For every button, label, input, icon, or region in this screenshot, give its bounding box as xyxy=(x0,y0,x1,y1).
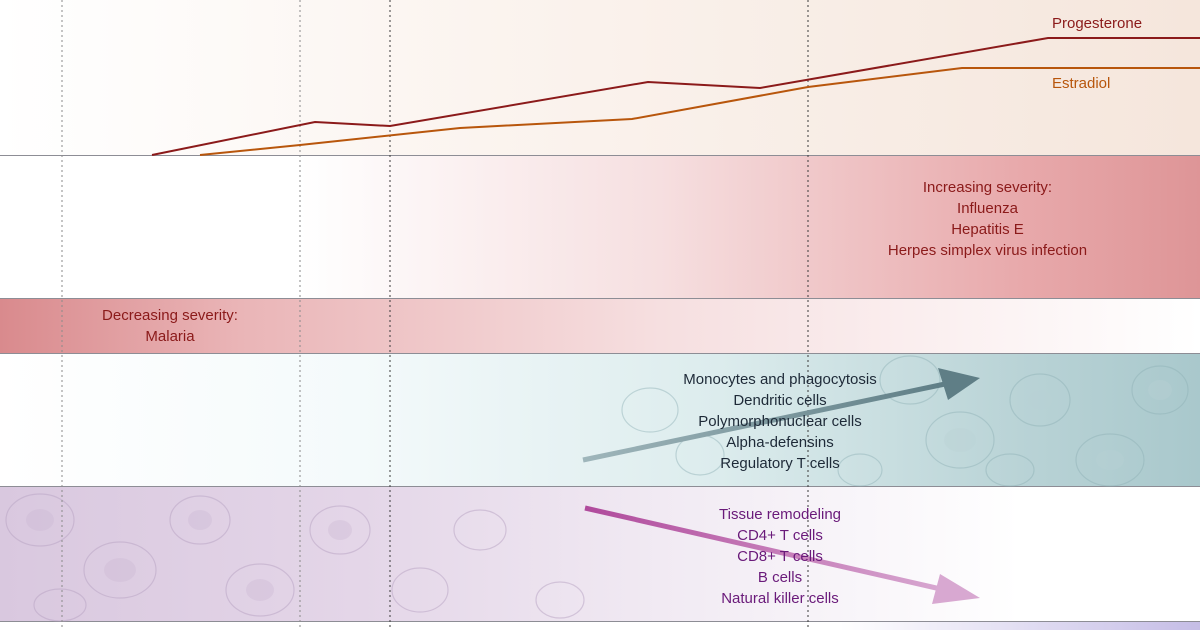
immune-item: Polymorphonuclear cells xyxy=(698,413,862,430)
disease-item: Malaria xyxy=(145,328,195,345)
increasing-severity-label: Increasing severity: Influenza Hepatitis… xyxy=(860,177,1115,261)
hormone-band xyxy=(0,0,1200,155)
estradiol-line xyxy=(199,67,1200,156)
adaptive-trend-arrow xyxy=(584,505,980,604)
immune-item: Regulatory T cells xyxy=(720,455,840,472)
disease-item: Herpes simplex virus infection xyxy=(887,242,1088,259)
progesterone-line xyxy=(151,37,1200,156)
increasing-severity-band xyxy=(0,156,1200,298)
increasing-severity-title: Increasing severity: xyxy=(922,179,1053,196)
immune-item: Monocytes and phagocytosis xyxy=(683,371,877,388)
decreasing-severity-label: Decreasing severity: Malaria xyxy=(80,305,260,347)
band-divider xyxy=(0,298,1200,299)
disease-item: Influenza xyxy=(957,200,1018,217)
immune-item: Dendritic cells xyxy=(733,392,827,409)
immune-item: CD4+ T cells xyxy=(737,527,823,544)
immune-item: Natural killer cells xyxy=(721,590,839,607)
immune-item: CD8+ T cells xyxy=(737,548,823,565)
innate-immunity-band xyxy=(0,354,1200,486)
innate-immunity-list: Monocytes and phagocytosis Dendritic cel… xyxy=(665,369,895,474)
band-divider xyxy=(0,486,1200,487)
band-divider xyxy=(0,621,1200,622)
progesterone-label: Progesterone xyxy=(1052,15,1143,32)
innate-trend-arrow xyxy=(582,368,980,463)
estradiol-label: Estradiol xyxy=(1052,75,1111,92)
immune-item: Tissue remodeling xyxy=(719,506,841,523)
band-divider xyxy=(0,155,1200,156)
band-divider xyxy=(0,353,1200,354)
adaptive-immunity-list: Tissue remodeling CD4+ T cells CD8+ T ce… xyxy=(680,504,880,609)
bottom-band xyxy=(0,622,1200,630)
immune-item: Alpha-defensins xyxy=(726,434,834,451)
decreasing-severity-band xyxy=(0,299,1200,353)
immune-item: B cells xyxy=(757,569,803,586)
disease-item: Hepatitis E xyxy=(951,221,1024,238)
decreasing-severity-title: Decreasing severity: xyxy=(102,307,238,324)
